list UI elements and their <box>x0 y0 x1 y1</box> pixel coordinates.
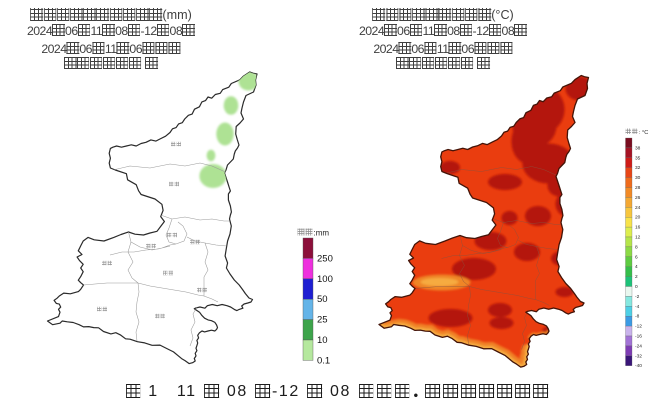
svg-text:32: 32 <box>635 165 641 171</box>
svg-text:28: 28 <box>635 185 641 191</box>
svg-text:10: 10 <box>317 335 328 346</box>
svg-text:-4: -4 <box>635 304 640 310</box>
svg-text:0: 0 <box>635 284 638 290</box>
svg-text:50: 50 <box>317 294 328 305</box>
svg-text:-24: -24 <box>635 343 642 349</box>
svg-text:4: 4 <box>635 264 638 270</box>
svg-text:30: 30 <box>635 175 641 181</box>
svg-text:2: 2 <box>635 274 638 280</box>
svg-text:-40: -40 <box>635 363 642 369</box>
svg-text:-12: -12 <box>635 324 642 330</box>
svg-text:12: 12 <box>635 235 641 241</box>
svg-text:-2: -2 <box>635 294 640 300</box>
svg-text:24: 24 <box>635 205 641 211</box>
svg-text:16: 16 <box>635 225 641 231</box>
svg-text:-8: -8 <box>635 314 640 320</box>
svg-text:250: 250 <box>317 253 333 264</box>
svg-text:6: 6 <box>635 254 638 260</box>
svg-text:26: 26 <box>635 195 641 201</box>
svg-text:0.1: 0.1 <box>317 355 330 366</box>
svg-text:25: 25 <box>317 315 328 326</box>
svg-text:-16: -16 <box>635 334 642 340</box>
svg-text:8: 8 <box>635 244 638 250</box>
svg-text:38: 38 <box>635 145 641 151</box>
svg-text:100: 100 <box>317 274 333 285</box>
svg-text:35: 35 <box>635 155 641 161</box>
svg-text:-32: -32 <box>635 353 642 359</box>
svg-text::mm: :mm <box>314 229 330 238</box>
svg-text:: °C: : °C <box>639 130 648 136</box>
svg-text:20: 20 <box>635 215 641 221</box>
